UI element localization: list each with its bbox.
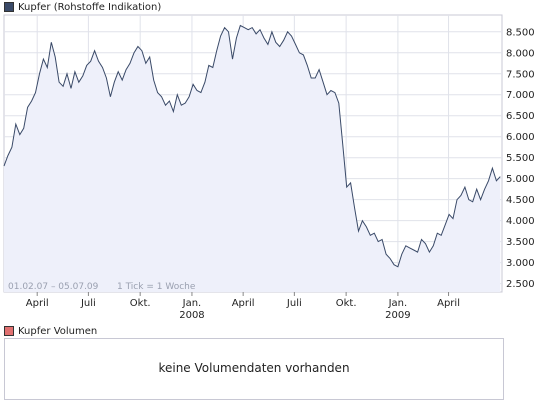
x-tick-label: Okt. xyxy=(336,298,357,309)
y-tick-label: 5.000 xyxy=(506,174,535,185)
date-range-label: 01.02.07 – 05.07.09 xyxy=(8,282,99,292)
x-tick-label: April xyxy=(26,298,49,309)
price-line xyxy=(3,24,501,268)
volume-panel: keine Volumendaten vorhanden xyxy=(4,338,504,400)
price-legend: Kupfer (Rohstoffe Indikation) xyxy=(4,1,161,13)
x-year-label: 2009 xyxy=(385,310,410,321)
y-tick-label: 5.500 xyxy=(506,153,535,164)
price-chart: 2.500 3.000 3.500 4.000 4.500 5.000 5.500 6.000… xyxy=(3,14,535,321)
y-tick-label: 6.000 xyxy=(506,132,535,143)
volume-empty-message: keine Volumendaten vorhanden xyxy=(158,361,350,375)
x-tick-label: Juli xyxy=(286,298,302,309)
tick-info-label: 1 Tick = 1 Woche xyxy=(117,282,196,292)
x-tick-label: April xyxy=(437,298,460,309)
y-tick-label: 6.500 xyxy=(506,111,535,122)
price-legend-swatch xyxy=(4,2,14,12)
y-tick-label: 7.500 xyxy=(506,69,535,80)
y-tick-label: 2.500 xyxy=(506,279,535,290)
x-tick-label: Jan. xyxy=(388,298,408,309)
y-tick-label: 7.000 xyxy=(506,90,535,101)
y-tick-label: 8.500 xyxy=(506,27,535,38)
y-tick-labels: 2.500 3.000 3.500 4.000 4.500 5.000 5.500 6.000… xyxy=(506,27,535,290)
y-tick-label: 8.000 xyxy=(506,48,535,59)
y-tick-label: 4.000 xyxy=(506,216,535,227)
y-tick-label: 4.500 xyxy=(506,195,535,206)
volume-legend-swatch xyxy=(4,326,14,336)
price-area xyxy=(4,25,501,292)
x-tick-label: Juli xyxy=(80,298,96,309)
x-tick-label: Okt. xyxy=(130,298,151,309)
x-tick-label: April xyxy=(232,298,255,309)
x-tick-label: Jan. xyxy=(182,298,202,309)
x-year-label: 2008 xyxy=(179,310,204,321)
y-tick-label: 3.500 xyxy=(506,237,535,248)
volume-legend-label: Kupfer Volumen xyxy=(18,325,98,337)
price-legend-label: Kupfer (Rohstoffe Indikation) xyxy=(18,1,162,13)
volume-legend: Kupfer Volumen xyxy=(4,325,97,337)
y-tick-label: 3.000 xyxy=(506,258,535,269)
